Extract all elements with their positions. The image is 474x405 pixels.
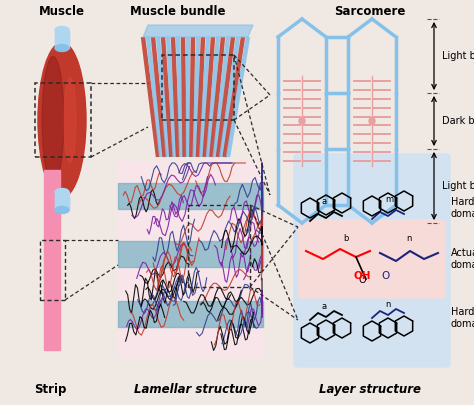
- Text: n: n: [385, 300, 391, 309]
- Bar: [118, 162, 263, 357]
- FancyBboxPatch shape: [294, 154, 450, 367]
- Text: Muscle: Muscle: [39, 5, 85, 18]
- Text: b: b: [343, 234, 348, 243]
- Text: Light band: Light band: [442, 181, 474, 191]
- Bar: [40, 240, 65, 300]
- FancyBboxPatch shape: [299, 220, 445, 298]
- Text: Dark band: Dark band: [442, 116, 474, 126]
- Text: Hard
domain: Hard domain: [451, 197, 474, 219]
- Text: n: n: [406, 234, 411, 243]
- Bar: [118, 183, 263, 209]
- Bar: [55, 30, 69, 48]
- Ellipse shape: [369, 117, 375, 124]
- Text: Light band: Light band: [442, 51, 474, 61]
- Text: Sarcomere: Sarcomere: [334, 5, 406, 18]
- Text: Muscle bundle: Muscle bundle: [130, 5, 226, 18]
- Bar: [118, 241, 263, 267]
- Ellipse shape: [299, 117, 305, 124]
- Ellipse shape: [55, 26, 69, 34]
- Bar: [162, 55, 234, 120]
- Bar: [55, 192, 69, 210]
- Ellipse shape: [55, 207, 69, 213]
- Bar: [44, 170, 60, 350]
- Ellipse shape: [64, 77, 76, 163]
- Bar: [55, 197, 69, 207]
- Bar: [55, 33, 69, 43]
- Text: Actuation
domain: Actuation domain: [451, 248, 474, 270]
- Text: Lamellar structure: Lamellar structure: [134, 383, 256, 396]
- Ellipse shape: [55, 188, 69, 196]
- Text: Strip: Strip: [34, 383, 66, 396]
- Bar: [188, 205, 250, 287]
- Ellipse shape: [38, 43, 86, 198]
- Text: a: a: [322, 197, 327, 206]
- Ellipse shape: [55, 45, 69, 51]
- Text: O: O: [382, 271, 390, 281]
- Text: m: m: [385, 195, 393, 204]
- Text: OH: OH: [353, 271, 371, 281]
- Bar: [35, 83, 91, 157]
- Text: O: O: [358, 275, 366, 285]
- Polygon shape: [143, 25, 253, 37]
- Text: a: a: [322, 302, 327, 311]
- Bar: [118, 301, 263, 327]
- Text: Layer structure: Layer structure: [319, 383, 421, 396]
- Text: Hard
domain: Hard domain: [451, 307, 474, 329]
- Ellipse shape: [42, 56, 64, 183]
